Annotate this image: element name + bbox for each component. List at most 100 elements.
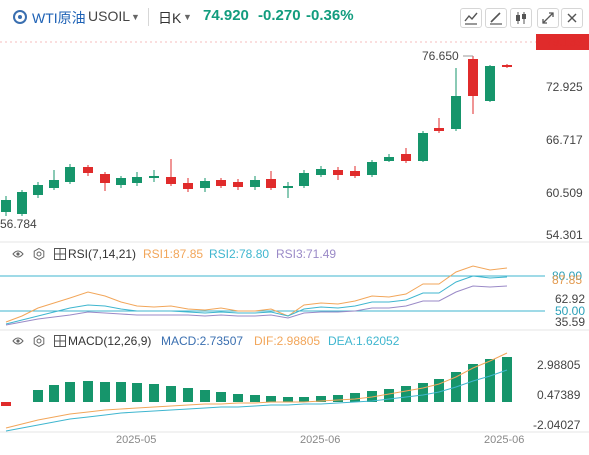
y-axis-label: 54.301 [546, 228, 583, 242]
rsi-axis-label: 87.85 [552, 273, 583, 287]
macd-bar [1, 402, 11, 406]
candle-body [266, 179, 276, 188]
draw-icon [490, 12, 502, 25]
rsi3-value: RSI3:71.49 [276, 247, 337, 261]
chart-header: WTI原油 USOIL ▼ 日K ▼ 74.920 -0.270 -0.36% [0, 0, 589, 34]
indicator-grid-icon[interactable] [54, 248, 66, 260]
period-selector[interactable]: 日K [158, 10, 182, 26]
line-chart-button[interactable] [460, 8, 482, 28]
macd-bar [350, 393, 360, 402]
symbol-dropdown-caret-icon[interactable]: ▼ [131, 12, 140, 22]
candle-body [49, 180, 59, 188]
dif-value: DIF:2.98805 [254, 334, 321, 348]
price-change: -0.270 [258, 7, 301, 24]
macd-bar [250, 395, 260, 402]
candle-body [166, 177, 176, 184]
macd-bar [401, 386, 411, 402]
macd-bar [83, 381, 93, 402]
current-price-tag [536, 34, 589, 50]
candle-body [434, 128, 444, 131]
eye-icon[interactable] [12, 248, 24, 260]
rsi2-line [5, 275, 508, 325]
rsi2-value: RSI2:78.80 [209, 247, 270, 261]
macd-axis-label: 2.98805 [537, 358, 581, 372]
rsi-axis-label: 62.92 [555, 292, 586, 306]
candle-body [1, 200, 11, 212]
macd-bar [233, 394, 243, 402]
candle-body [401, 154, 411, 161]
gear-icon[interactable] [33, 335, 45, 347]
x-axis-date-label: 2025-06 [300, 434, 341, 446]
draw-tool-button[interactable] [485, 8, 507, 28]
x-axis-date-label: 2025-05 [116, 434, 157, 446]
macd-bar [33, 390, 43, 402]
macd-bar [200, 390, 210, 402]
eye-icon[interactable] [12, 335, 24, 347]
rsi-axis-label: 50.00 [555, 304, 586, 318]
candle-body [250, 180, 260, 187]
symbol-name[interactable]: WTI原油 [32, 10, 86, 26]
candle-body [33, 185, 43, 195]
period-dropdown-caret-icon[interactable]: ▼ [183, 12, 192, 22]
macd-axis-label: 0.47389 [537, 388, 581, 402]
candle-body [485, 66, 495, 101]
macd-bar [132, 383, 142, 402]
candle-body [116, 178, 126, 185]
candle-body [233, 182, 243, 187]
indicator-grid-icon[interactable] [54, 335, 66, 347]
line-chart-icon [464, 12, 478, 25]
macd-value: MACD:2.73507 [161, 334, 244, 348]
macd-bar [485, 359, 495, 402]
dif-line [5, 352, 508, 429]
macd-bar [166, 386, 176, 402]
macd-bar [434, 379, 444, 402]
macd-bar [283, 397, 293, 402]
candle-body [183, 183, 193, 189]
candle-body [100, 174, 110, 183]
candle-body [350, 171, 360, 176]
candle-body [65, 167, 75, 182]
rsi1-value: RSI1:87.85 [143, 247, 204, 261]
symbol-icon [13, 10, 27, 24]
macd-bar [468, 364, 478, 402]
candle-body [200, 181, 210, 188]
macd-bar [216, 392, 226, 402]
candle-body [367, 162, 377, 175]
expand-button[interactable] [537, 8, 559, 28]
symbol-code[interactable]: USOIL [88, 8, 131, 24]
macd-bar [49, 385, 59, 402]
close-button[interactable] [561, 8, 583, 28]
rsi3-line [5, 285, 508, 326]
candle-body [299, 173, 309, 186]
candle-body [451, 96, 461, 129]
macd-axis-label: -2.04027 [533, 418, 581, 432]
price-change-percent: -0.36% [306, 7, 354, 24]
rsi1-line [5, 265, 508, 323]
candle-body [149, 176, 159, 178]
candle-body [418, 133, 428, 161]
candle-body [316, 169, 326, 175]
macd-bar [333, 395, 343, 402]
y-axis-label: 66.717 [546, 133, 583, 147]
gear-icon[interactable] [33, 248, 45, 260]
macd-bar [299, 397, 309, 402]
y-axis-label-top: 79.133 [546, 35, 583, 49]
x-axis-date-label: 2025-06 [484, 434, 525, 446]
candle-body [17, 192, 27, 214]
dea-line [5, 369, 508, 432]
candle-body [283, 186, 293, 188]
rsi-axis-label: 35.59 [555, 315, 586, 329]
rsi-indicator-name[interactable]: RSI(7,14,21) [68, 247, 137, 261]
macd-bar [65, 382, 75, 402]
last-price: 74.920 [203, 7, 249, 24]
macd-bar [116, 382, 126, 402]
macd-bar [384, 389, 394, 402]
candle-type-button[interactable] [510, 8, 532, 28]
candle-body [83, 167, 93, 173]
macd-indicator-name[interactable]: MACD(12,26,9) [68, 334, 152, 348]
macd-bar [149, 384, 159, 402]
candle-body [502, 65, 512, 67]
macd-bar [100, 382, 110, 402]
y-axis-label: 60.509 [546, 186, 583, 200]
